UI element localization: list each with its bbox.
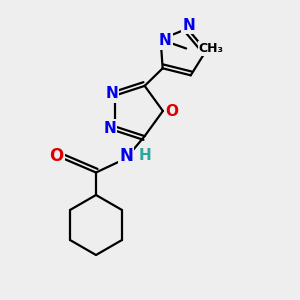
Text: N: N bbox=[105, 86, 118, 101]
Text: N: N bbox=[119, 147, 133, 165]
Text: H: H bbox=[138, 148, 151, 164]
Text: CH₃: CH₃ bbox=[199, 42, 224, 55]
Text: N: N bbox=[159, 34, 172, 49]
Text: O: O bbox=[49, 147, 64, 165]
Text: N: N bbox=[183, 17, 195, 32]
Text: O: O bbox=[165, 103, 178, 118]
Text: N: N bbox=[103, 121, 116, 136]
